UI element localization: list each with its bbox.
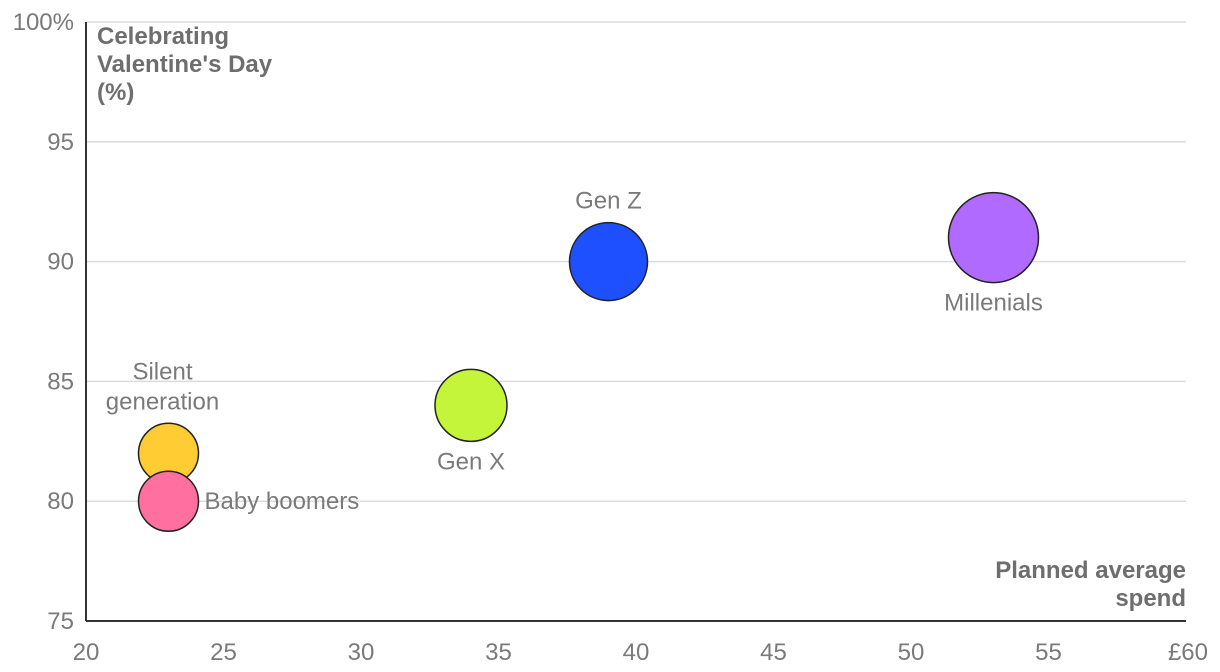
- y-tick-label: 90: [47, 249, 74, 276]
- x-tick-label: £60: [1168, 639, 1208, 666]
- bubble-millenials: [947, 191, 1040, 284]
- bubble-labels: Silent generation Baby boomers Gen X Gen Z Mi…: [106, 188, 1043, 516]
- bubble-gen-x: [434, 368, 508, 443]
- x-tick-labels: 20 25 30 35 40 45 50 55 £60: [73, 639, 1208, 666]
- x-tick-label: 55: [1035, 639, 1062, 666]
- y-tick-label: 75: [47, 608, 74, 635]
- x-tick-label: 20: [73, 639, 100, 666]
- y-tick-label: 80: [47, 488, 74, 515]
- x-tick-label: 40: [623, 639, 650, 666]
- y-axis-title-text: Celebrating Valentine's Day (%): [97, 23, 273, 106]
- axes: [85, 22, 1186, 622]
- bubble-baby-boomers: [137, 470, 200, 532]
- x-axis-title-text: Planned average spend: [995, 557, 1186, 612]
- x-axis-title: Planned average spend: [995, 557, 1186, 612]
- bubble-label-gen-x: Gen X: [437, 448, 505, 475]
- y-tick-labels: 75 80 85 90 95 100%: [13, 9, 74, 635]
- x-tick-label: 50: [898, 639, 925, 666]
- y-axis-title: Celebrating Valentine's Day (%): [97, 23, 273, 106]
- bubble-label-gen-z: Gen Z: [575, 188, 642, 215]
- bubble-label-millenials: Millenials: [944, 290, 1043, 317]
- bubble-label-baby-boomers: Baby boomers: [205, 488, 360, 515]
- x-tick-label: 30: [348, 639, 375, 666]
- y-tick-label: 100%: [13, 9, 74, 36]
- y-tick-label: 95: [47, 129, 74, 156]
- x-tick-label: 25: [210, 639, 237, 666]
- bubble-label-silent-generation: Silent generation: [106, 358, 219, 415]
- bubbles: [137, 191, 1040, 532]
- x-tick-label: 35: [485, 639, 512, 666]
- x-tick-label: 45: [760, 639, 787, 666]
- bubble-gen-z: [568, 221, 649, 302]
- y-tick-label: 85: [47, 368, 74, 395]
